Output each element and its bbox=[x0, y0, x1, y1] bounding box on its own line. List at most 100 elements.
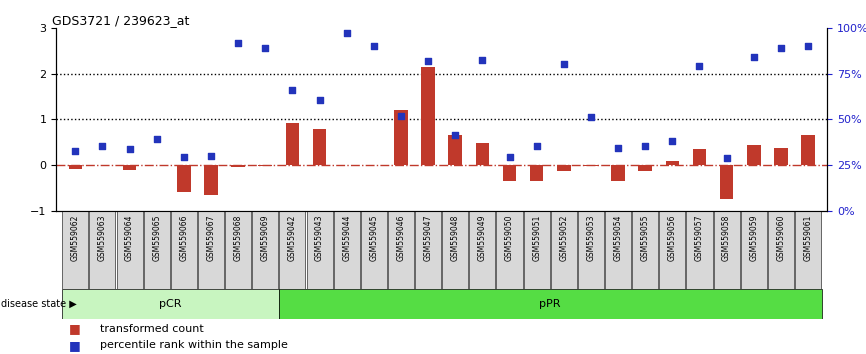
FancyBboxPatch shape bbox=[687, 211, 713, 289]
FancyBboxPatch shape bbox=[795, 211, 821, 289]
Bar bbox=[286, 123, 299, 165]
FancyBboxPatch shape bbox=[443, 211, 469, 289]
Bar bbox=[68, 165, 82, 169]
Text: GSM559053: GSM559053 bbox=[586, 215, 596, 261]
Bar bbox=[801, 136, 815, 165]
Text: GSM559068: GSM559068 bbox=[234, 215, 242, 261]
FancyBboxPatch shape bbox=[198, 211, 224, 289]
Text: GSM559066: GSM559066 bbox=[179, 215, 188, 261]
Point bbox=[394, 113, 408, 119]
Point bbox=[339, 30, 353, 36]
Point bbox=[720, 155, 734, 161]
Point bbox=[313, 97, 326, 103]
FancyBboxPatch shape bbox=[89, 211, 115, 289]
Bar bbox=[123, 165, 136, 170]
Text: ■: ■ bbox=[69, 322, 81, 335]
Point bbox=[638, 143, 652, 149]
Bar bbox=[774, 148, 788, 165]
Bar bbox=[503, 165, 516, 181]
Bar bbox=[530, 165, 544, 181]
Text: GSM559057: GSM559057 bbox=[695, 215, 704, 261]
Point bbox=[801, 43, 815, 48]
Bar bbox=[747, 144, 760, 165]
FancyBboxPatch shape bbox=[551, 211, 577, 289]
Bar bbox=[394, 110, 408, 165]
Text: GSM559043: GSM559043 bbox=[315, 215, 324, 261]
Point bbox=[774, 45, 788, 51]
Text: GSM559049: GSM559049 bbox=[478, 215, 487, 261]
Point bbox=[95, 143, 109, 149]
FancyBboxPatch shape bbox=[496, 211, 522, 289]
Bar bbox=[611, 165, 625, 181]
Text: GSM559044: GSM559044 bbox=[342, 215, 352, 261]
Text: GSM559061: GSM559061 bbox=[804, 215, 812, 261]
Bar bbox=[585, 165, 598, 166]
Text: ■: ■ bbox=[69, 339, 81, 352]
Point bbox=[286, 87, 300, 93]
Text: GSM559046: GSM559046 bbox=[397, 215, 405, 261]
Bar bbox=[720, 165, 734, 199]
FancyBboxPatch shape bbox=[659, 211, 685, 289]
Point bbox=[693, 63, 707, 69]
FancyBboxPatch shape bbox=[768, 211, 794, 289]
Bar bbox=[557, 165, 571, 171]
Text: GDS3721 / 239623_at: GDS3721 / 239623_at bbox=[53, 14, 190, 27]
Text: GSM559045: GSM559045 bbox=[369, 215, 378, 261]
Text: pCR: pCR bbox=[159, 298, 182, 309]
Text: GSM559047: GSM559047 bbox=[423, 215, 433, 261]
Text: GSM559055: GSM559055 bbox=[641, 215, 650, 261]
FancyBboxPatch shape bbox=[740, 211, 766, 289]
FancyBboxPatch shape bbox=[171, 211, 197, 289]
Bar bbox=[177, 165, 191, 193]
Text: GSM559064: GSM559064 bbox=[125, 215, 134, 261]
Text: percentile rank within the sample: percentile rank within the sample bbox=[100, 340, 288, 350]
Bar bbox=[231, 165, 245, 167]
Point bbox=[584, 114, 598, 120]
Point bbox=[177, 154, 191, 160]
Point bbox=[746, 54, 760, 60]
FancyBboxPatch shape bbox=[388, 211, 414, 289]
Text: GSM559056: GSM559056 bbox=[668, 215, 677, 261]
FancyBboxPatch shape bbox=[117, 211, 143, 289]
FancyBboxPatch shape bbox=[62, 211, 88, 289]
Text: GSM559042: GSM559042 bbox=[288, 215, 297, 261]
FancyBboxPatch shape bbox=[605, 211, 631, 289]
Text: GSM559069: GSM559069 bbox=[261, 215, 269, 261]
Bar bbox=[475, 143, 489, 165]
Point bbox=[123, 146, 137, 152]
FancyBboxPatch shape bbox=[578, 211, 604, 289]
FancyBboxPatch shape bbox=[307, 211, 333, 289]
Point bbox=[475, 57, 489, 63]
FancyBboxPatch shape bbox=[280, 211, 306, 289]
FancyBboxPatch shape bbox=[714, 211, 740, 289]
Point bbox=[231, 40, 245, 46]
Text: GSM559067: GSM559067 bbox=[206, 215, 216, 261]
Bar bbox=[638, 165, 652, 171]
FancyBboxPatch shape bbox=[252, 211, 278, 289]
Text: GSM559048: GSM559048 bbox=[450, 215, 460, 261]
FancyBboxPatch shape bbox=[469, 211, 495, 289]
FancyBboxPatch shape bbox=[225, 211, 251, 289]
Text: GSM559063: GSM559063 bbox=[98, 215, 107, 261]
Text: GSM559050: GSM559050 bbox=[505, 215, 514, 261]
Bar bbox=[693, 149, 707, 165]
Text: GSM559054: GSM559054 bbox=[614, 215, 623, 261]
Bar bbox=[666, 161, 679, 165]
Bar bbox=[313, 129, 326, 165]
Point bbox=[258, 45, 272, 51]
Point bbox=[421, 58, 435, 64]
FancyBboxPatch shape bbox=[415, 211, 441, 289]
Point bbox=[367, 43, 381, 48]
Point bbox=[204, 153, 218, 159]
FancyBboxPatch shape bbox=[333, 211, 359, 289]
Text: GSM559051: GSM559051 bbox=[532, 215, 541, 261]
Bar bbox=[61, 289, 279, 319]
Bar bbox=[258, 165, 272, 166]
Point bbox=[150, 136, 164, 142]
Point bbox=[68, 149, 82, 154]
Text: GSM559065: GSM559065 bbox=[152, 215, 161, 261]
Text: transformed count: transformed count bbox=[100, 324, 204, 333]
FancyBboxPatch shape bbox=[144, 211, 170, 289]
Bar bbox=[204, 165, 217, 195]
Text: disease state ▶: disease state ▶ bbox=[1, 298, 76, 309]
